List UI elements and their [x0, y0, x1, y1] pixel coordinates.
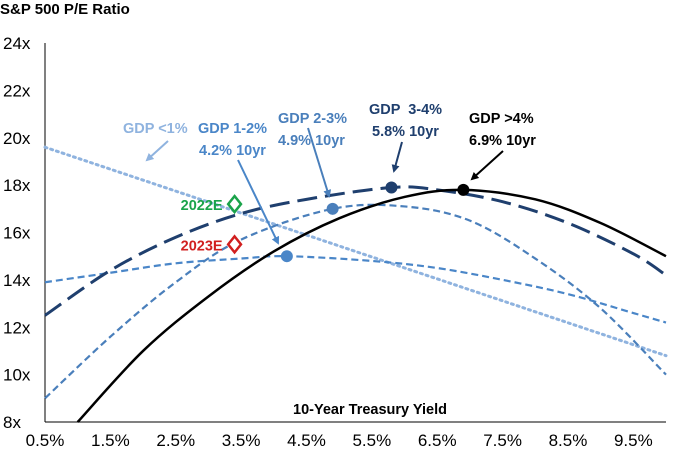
x-tick-label: 0.5% [26, 431, 65, 450]
y-tick-label: 12x [3, 318, 31, 337]
x-tick-label: 3.5% [222, 431, 261, 450]
series-label-gdp-1-2: GDP 1-2% [198, 121, 267, 137]
series-point [457, 183, 470, 196]
x-tick-label: 4.5% [287, 431, 326, 450]
arrow-gdp-2-3 [307, 127, 332, 198]
estimate-label: 2022E [181, 198, 223, 214]
y-tick-label: 18x [3, 176, 31, 195]
series-line [44, 203, 667, 400]
estimate-marker [226, 234, 243, 255]
x-tick-label: 6.5% [418, 431, 457, 450]
y-tick-label: 22x [3, 81, 31, 100]
series-label-gdp-under-1: GDP <1% [123, 121, 188, 137]
x-tick-label: 1.5% [91, 431, 130, 450]
x-tick-labels: 0.5% 1.5% 2.5% 3.5% 4.5% 5.5% 6.5% 7.5% 8.5% 9.5% [26, 431, 653, 450]
y-tick-label: 10x [3, 366, 31, 385]
x-tick-label: 8.5% [549, 431, 588, 450]
x-tick-label: 7.5% [483, 431, 522, 450]
estimate-marker [226, 194, 243, 215]
series-label-gdp-2-3: GDP 2-3% [278, 111, 347, 127]
annotations: GDP <1% GDP 1-2% 4.2% 10yr GDP 2-3% 4.9%… [123, 102, 536, 245]
arrow-gdp-3-4 [391, 141, 403, 173]
y-tick-label: 14x [3, 271, 31, 290]
arrow-gdp-under-1 [145, 140, 169, 162]
series-point-label-gdp-3-4: 5.8% 10yr [372, 124, 439, 140]
series-label-gdp-3-4: GDP 3-4% [369, 102, 442, 118]
series-label-gdp-over-4: GDP >4% [469, 111, 534, 127]
series-point-label-gdp-over-4: 6.9% 10yr [469, 133, 536, 149]
series-line [43, 145, 668, 358]
series-line [76, 188, 667, 423]
x-tick-label: 9.5% [614, 431, 653, 450]
series-point [280, 250, 293, 263]
y-tick-label: 8x [3, 413, 21, 432]
arrow-gdp-1-2 [237, 159, 279, 245]
arrow-gdp-over-4 [470, 150, 504, 181]
series-point [326, 202, 339, 215]
series-point [385, 181, 398, 194]
series-lines [43, 145, 668, 423]
series-line [44, 255, 667, 324]
x-tick-label: 2.5% [156, 431, 195, 450]
x-axis-label: 10-Year Treasury Yield [293, 402, 447, 418]
series-point-label-gdp-1-2: 4.2% 10yr [199, 143, 266, 159]
series-points [280, 181, 470, 263]
estimate-label: 2023E [181, 238, 223, 254]
estimate-markers: 2022E 2023E [181, 194, 243, 255]
x-tick-label: 5.5% [352, 431, 391, 450]
y-tick-label: 20x [3, 129, 31, 148]
y-tick-label: 24x [3, 34, 31, 53]
chart-title: S&P 500 P/E Ratio [0, 1, 130, 18]
axes [44, 43, 666, 423]
y-tick-label: 16x [3, 224, 31, 243]
y-tick-labels: 8x 10x 12x 14x 16x 18x 20x 22x 24x [3, 34, 31, 432]
